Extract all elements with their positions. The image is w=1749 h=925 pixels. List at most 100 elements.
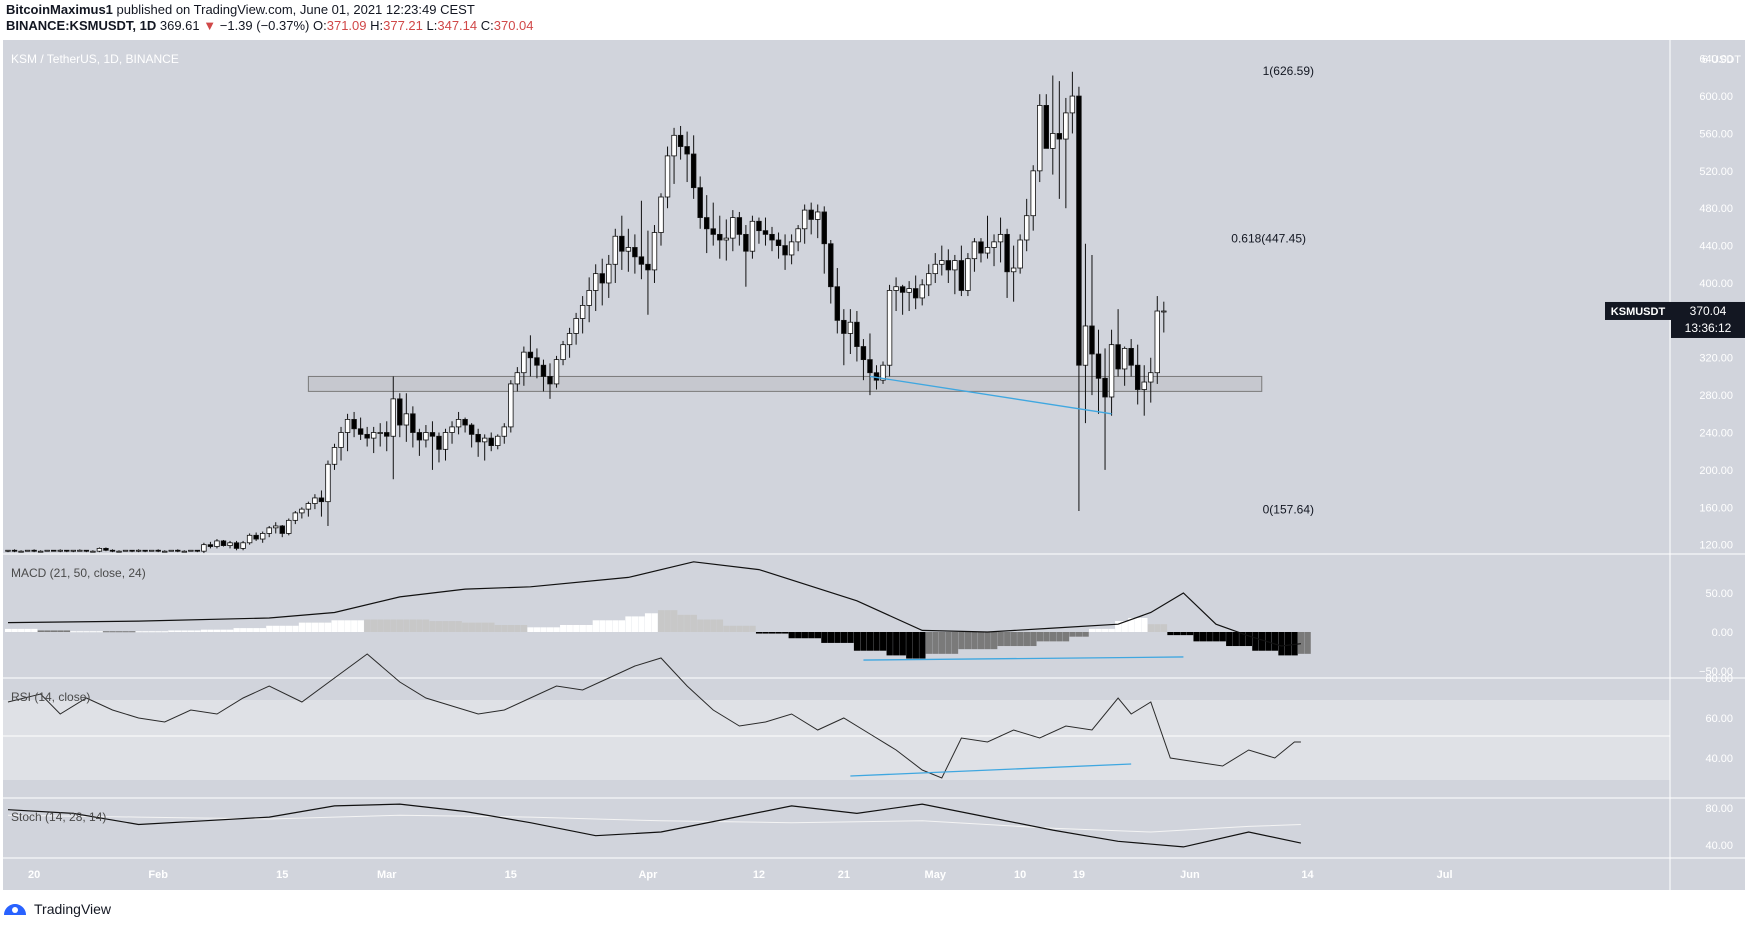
macd-histogram-bar <box>246 628 253 632</box>
macd-histogram-bar <box>102 631 110 633</box>
candle-down <box>821 211 827 245</box>
candle-up <box>801 209 808 230</box>
candle-up <box>377 432 383 434</box>
pane-tick-label: 60.00 <box>1705 713 1733 725</box>
pane-tick-label: −50.00 <box>1699 666 1733 678</box>
candle-down <box>416 432 423 441</box>
candle-down <box>782 245 788 256</box>
macd-histogram-bar <box>227 629 234 632</box>
macd-histogram-bar <box>925 632 933 654</box>
candle-up <box>442 432 449 450</box>
macd-histogram-bar <box>553 627 560 632</box>
chart-title: KSM / TetherUS, 1D, BINANCE <box>11 52 179 66</box>
macd-histogram-bar <box>57 630 64 632</box>
macd-histogram-bar <box>1128 617 1135 632</box>
candle-up <box>90 550 96 553</box>
macd-histogram-bar <box>135 631 142 633</box>
macd-histogram-bar <box>912 632 919 659</box>
macd-histogram-bar <box>599 620 606 632</box>
candle-up <box>579 305 586 319</box>
macd-histogram-bar <box>213 629 221 632</box>
macd-histogram-bar <box>644 613 652 632</box>
macd-histogram-bar <box>109 631 116 633</box>
candle-down <box>488 437 494 446</box>
candle-down <box>736 217 743 235</box>
candle-up <box>57 549 63 552</box>
tradingview-brand: TradingView <box>34 901 112 917</box>
rsi-divergence-line <box>850 763 1132 777</box>
macd-histogram-bar <box>18 628 25 632</box>
candle-up <box>168 549 174 552</box>
candle-up <box>521 351 527 374</box>
candle-up <box>612 235 618 265</box>
macd-histogram-bar <box>1062 632 1070 642</box>
symbol-badge <box>1605 301 1671 320</box>
candle-up <box>553 359 560 385</box>
bar-countdown: 13:36:12 <box>1685 321 1732 335</box>
candle-up <box>455 419 462 428</box>
price-tick-label: 600.00 <box>1699 91 1733 103</box>
candle-down <box>129 549 135 552</box>
candle-up <box>664 155 671 198</box>
macd-histogram-bar <box>31 628 38 632</box>
macd-histogram-bar <box>755 632 763 634</box>
macd-histogram-bar <box>1010 632 1017 647</box>
macd-histogram-bar <box>279 625 286 632</box>
candle-up <box>273 525 279 529</box>
author-name[interactable]: BitcoinMaximus1 <box>6 2 113 17</box>
candle-up <box>965 258 971 291</box>
candle-down <box>873 372 880 381</box>
macd-histogram-bar <box>958 632 965 650</box>
candle-down <box>109 549 116 552</box>
candle-up <box>815 211 821 220</box>
candle-up <box>370 432 377 439</box>
tradingview-logo[interactable]: TradingView <box>2 898 111 920</box>
last-price-value: 370.04 <box>1690 304 1727 318</box>
candle-up <box>18 550 24 553</box>
macd-histogram-bar <box>11 628 18 632</box>
macd-histogram-bar <box>259 628 266 632</box>
macd-histogram-bar <box>37 630 44 632</box>
macd-histogram-bar <box>1147 624 1155 632</box>
candle-up <box>1063 112 1069 140</box>
symbol-badge-label: KSMUSDT <box>1611 306 1666 318</box>
macd-histogram-bar <box>70 631 77 633</box>
price-divergence-line <box>869 375 1112 415</box>
candle-up <box>795 228 801 243</box>
macd-histogram-bar <box>168 630 175 632</box>
candle-up <box>984 247 991 254</box>
open-value: 371.09 <box>326 18 367 33</box>
macd-histogram-bar <box>122 631 129 633</box>
candle-up <box>971 241 978 260</box>
macd-histogram-bar <box>1141 617 1148 632</box>
macd-histogram-bar <box>5 628 12 632</box>
fib-level-label: 0.618(447.45) <box>1231 232 1306 246</box>
candle-up <box>338 432 344 448</box>
candle-down <box>854 321 860 347</box>
candle-up <box>1154 310 1160 374</box>
macd-histogram-bar <box>233 628 240 632</box>
candle-down <box>31 549 37 552</box>
time-tick-label: 15 <box>505 869 517 881</box>
macd-histogram-bar <box>507 624 515 632</box>
candle-up <box>1141 381 1147 390</box>
open-label: O: <box>313 18 327 33</box>
candle-up <box>312 497 318 504</box>
macd-histogram-bar <box>951 632 959 654</box>
time-tick-label: Feb <box>148 869 168 881</box>
macd-histogram-bar <box>612 620 619 632</box>
macd-histogram-bar <box>305 622 312 632</box>
close-value: 370.04 <box>493 18 534 33</box>
macd-histogram-bar <box>129 631 136 633</box>
macd-histogram-bar <box>475 622 482 632</box>
macd-histogram-bar <box>266 625 273 632</box>
candle-down <box>978 241 984 254</box>
price-tick-label: 640.00 <box>1699 54 1733 66</box>
candle-down <box>677 134 684 147</box>
candle-up <box>162 550 168 553</box>
candle-down <box>1089 325 1095 355</box>
candle-up <box>625 247 632 252</box>
macd-histogram-bar <box>847 632 854 643</box>
candle-down <box>384 432 390 437</box>
